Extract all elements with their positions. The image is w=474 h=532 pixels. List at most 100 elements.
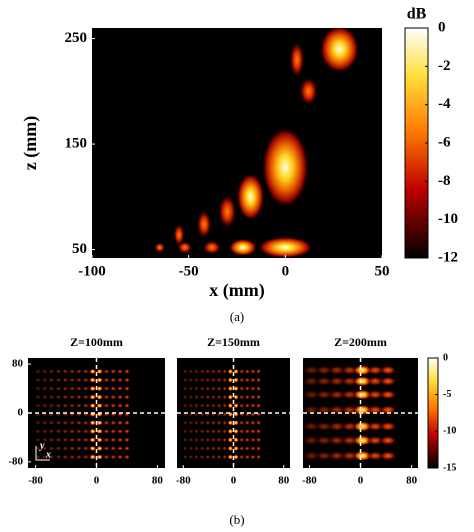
field-lobe xyxy=(289,40,305,79)
field-lobe xyxy=(82,377,89,383)
field-lobe xyxy=(239,437,245,443)
field-lobe xyxy=(193,420,199,426)
field-lobe xyxy=(233,394,239,400)
field-lobe xyxy=(227,386,233,391)
field-lobe xyxy=(182,428,188,434)
field-lobe xyxy=(62,420,69,426)
field-lobe xyxy=(193,437,199,443)
field-lobe xyxy=(205,403,211,409)
field-lobe xyxy=(41,428,48,434)
field-lobe xyxy=(239,428,245,434)
field-lobe xyxy=(244,446,250,451)
field-lobe xyxy=(75,403,83,409)
y-tick-label: 250 xyxy=(65,30,88,46)
field-lobe xyxy=(303,450,321,461)
field-lobe xyxy=(48,403,55,409)
field-lobe xyxy=(199,386,205,391)
field-lobe xyxy=(239,454,245,460)
field-lobe xyxy=(222,411,228,417)
field-lobe xyxy=(239,403,245,409)
field-lobe xyxy=(250,437,256,443)
field-lobe xyxy=(55,377,62,383)
field-lobe xyxy=(315,365,334,376)
field-lobe xyxy=(82,454,89,460)
field-lobe xyxy=(210,369,216,374)
field-lobe xyxy=(227,403,233,409)
field-lobe xyxy=(256,446,262,451)
field-lobe xyxy=(303,365,321,376)
field-lobe xyxy=(262,127,309,208)
field-lobe xyxy=(216,437,222,443)
field-lobe xyxy=(250,446,256,451)
field-lobe xyxy=(188,420,194,426)
field-lobe xyxy=(110,420,117,426)
field-lobe xyxy=(244,454,250,460)
field-lobe xyxy=(34,369,41,374)
field-lobe xyxy=(222,454,228,460)
y-tick-label: 80 xyxy=(12,358,24,370)
field-lobe xyxy=(227,420,233,426)
field-lobe xyxy=(256,454,262,460)
axis-arrow-label: y xyxy=(39,440,45,451)
field-lobe xyxy=(103,437,110,443)
field-lobe xyxy=(117,377,124,383)
field-lobe xyxy=(48,377,55,383)
field-lobe xyxy=(82,437,89,443)
field-lobe xyxy=(315,376,334,387)
field-lobe xyxy=(199,437,205,443)
field-lobe xyxy=(55,454,62,460)
field-lobe xyxy=(366,376,385,387)
field-lobe xyxy=(103,394,110,400)
field-lobe xyxy=(199,454,205,460)
field-lobe xyxy=(233,369,239,374)
field-lobe xyxy=(256,420,262,426)
field-lobe xyxy=(96,428,103,434)
field-lobe xyxy=(244,369,250,374)
field-lobe xyxy=(48,428,55,434)
field-lobe xyxy=(48,369,55,374)
field-lobe xyxy=(244,437,250,443)
field-lobe xyxy=(110,369,117,374)
colorbar-tick-label: -5 xyxy=(443,389,451,400)
field-lobe xyxy=(41,386,48,391)
field-lobe xyxy=(315,450,334,461)
field-lobe xyxy=(327,421,346,432)
x-tick-label: 0 xyxy=(94,475,100,487)
y-tick-label: 50 xyxy=(72,241,87,257)
field-lobe xyxy=(89,377,96,383)
field-lobe xyxy=(237,173,265,221)
field-lobe xyxy=(55,394,62,400)
field-lobe xyxy=(41,446,48,451)
field-lobe xyxy=(82,420,89,426)
field-lobe xyxy=(103,446,110,451)
field-lobe xyxy=(327,389,346,400)
field-lobe xyxy=(256,369,262,374)
field-lobe xyxy=(340,389,359,400)
field-lobe xyxy=(244,386,250,391)
field-lobe xyxy=(110,437,117,443)
field-lobe xyxy=(222,446,228,451)
field-lobe xyxy=(123,386,130,391)
field-lobe xyxy=(69,403,76,409)
field-lobe xyxy=(117,428,124,434)
field-lobe xyxy=(89,394,96,400)
field-lobe xyxy=(123,437,130,443)
field-lobe xyxy=(210,394,216,400)
field-lobe xyxy=(199,369,205,374)
field-lobe xyxy=(205,377,211,383)
field-lobe xyxy=(182,437,188,443)
field-lobe xyxy=(69,386,76,391)
field-lobe xyxy=(75,369,83,374)
field-lobe xyxy=(239,369,245,374)
field-lobe xyxy=(153,242,166,253)
field-lobe xyxy=(34,420,41,426)
field-lobe xyxy=(327,376,346,387)
field-lobe xyxy=(117,446,124,451)
x-tick-label: -80 xyxy=(28,475,43,487)
field-lobe xyxy=(227,428,233,434)
field-lobe xyxy=(256,437,262,443)
field-lobe xyxy=(366,435,385,446)
field-lobe xyxy=(193,394,199,400)
field-lobe xyxy=(48,420,55,426)
field-lobe xyxy=(110,403,117,409)
